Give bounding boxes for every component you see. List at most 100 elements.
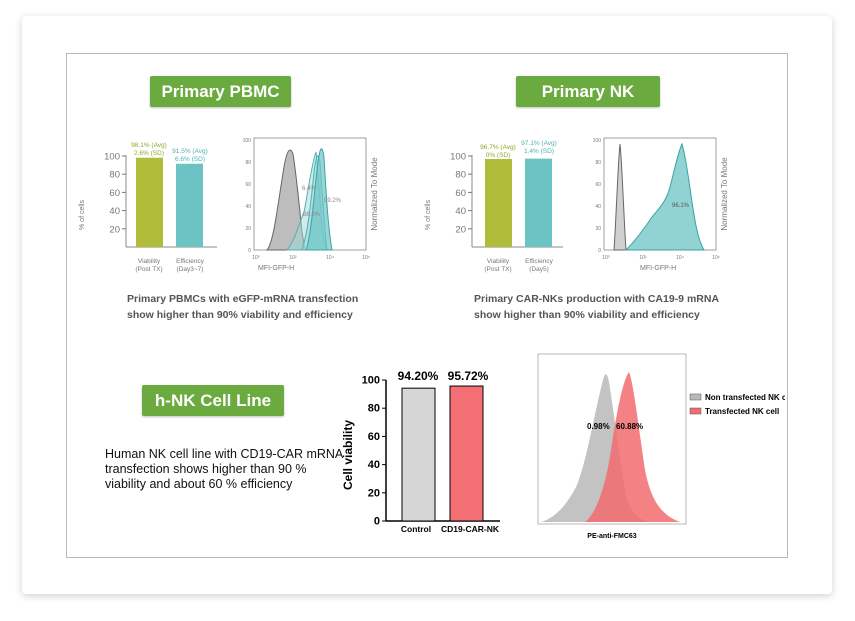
pbmc-cat-viability-1: Viability	[138, 258, 161, 265]
nk-hist-ytick: 20	[595, 226, 601, 232]
pbmc-ytick-label: 20	[109, 224, 120, 235]
pbmc-hist-xtick: 10²	[289, 255, 297, 261]
hnk-hist-annot-1: 0.98%	[587, 422, 610, 431]
nk-hist-ytick: 80	[595, 160, 601, 166]
legend-swatch-non-transfected	[689, 393, 702, 401]
nk-ytick-label: 80	[455, 170, 466, 181]
nk-cat-viability-1: Viability	[487, 258, 510, 265]
pbmc-cat-efficiency-1: Efficiency	[176, 258, 204, 265]
hnk-ytick-label: 80	[368, 403, 380, 415]
bar-nk-viability	[485, 159, 512, 247]
nk-label-viability-sd: 0% (SD)	[486, 152, 511, 159]
pbmc-ylabel: % of cells	[79, 200, 86, 230]
hnk-caption-line1: Human NK cell line with CD19-CAR mRNA	[105, 447, 344, 461]
pbmc-hist-xtick: 10⁴	[326, 255, 334, 261]
pbmc-ytick-label: 40	[109, 206, 120, 217]
nk-ytick-label: 100	[450, 152, 466, 163]
hnk-ylabel: Cell viability	[341, 420, 355, 490]
nk-hist-ytick: 0	[598, 248, 601, 254]
bar-pbmc-viability	[136, 157, 163, 247]
bar-pbmc-efficiency	[176, 163, 203, 247]
nk-ytick-label: 40	[455, 206, 466, 217]
pbmc-hist-xtick: 10⁶	[362, 255, 370, 261]
nk-caption: Primary CAR-NKs production with CA19-9 m…	[474, 291, 719, 323]
pbmc-hist-ytick: 100	[243, 138, 252, 144]
nk-hist-xtick: 10⁶	[712, 255, 720, 261]
pbmc-bar-chart: % of cells 20 40 60 80 100 98.1% (Avg) 2.6% …	[79, 142, 217, 273]
nk-hist-ytick: 60	[595, 182, 601, 188]
nk-cat-viability-2: (Post TX)	[484, 266, 511, 273]
nk-label-viability-avg: 96.7% (Avg)	[480, 144, 516, 151]
pill-primary-nk: Primary NK	[516, 76, 660, 107]
nk-cat-efficiency-2: (Day5)	[529, 266, 549, 273]
nk-hist-xtick: 10²	[639, 255, 647, 261]
nk-label-efficiency-avg: 97.1% (Avg)	[521, 140, 557, 147]
pbmc-hist-ytick: 40	[245, 204, 251, 210]
hnk-ytick-label: 0	[374, 516, 380, 528]
nk-ytick-label: 60	[455, 188, 466, 199]
hnk-ytick-label: 20	[368, 487, 380, 499]
nk-label-efficiency-sd: 1.4% (SD)	[524, 148, 554, 155]
nk-hist-annot: 96.1%	[672, 203, 690, 209]
hnk-cat-car: CD19-CAR-NK	[441, 524, 500, 534]
hnk-label-control: 94.20%	[398, 369, 439, 383]
hnk-label-car: 95.72%	[448, 369, 489, 383]
legend-transfected: Transfected NK cell	[705, 407, 779, 416]
hnk-ytick-label: 60	[368, 431, 380, 443]
hnk-caption-line2: transfection shows higher than 90 %	[105, 462, 307, 476]
hnk-hist-transfected	[585, 372, 680, 522]
pbmc-cat-viability-2: (Post TX)	[135, 266, 162, 273]
bar-cd19-car-nk	[449, 385, 484, 522]
bar-nk-efficiency	[525, 158, 552, 247]
pbmc-hist-yticks: 100 80 60 40 20 0	[243, 138, 252, 254]
hnk-cat-control: Control	[401, 524, 431, 534]
pbmc-hist-xtick: 10⁰	[252, 255, 260, 261]
nk-bar-chart: % of cells 20 40 60 80 100 96.7% (Avg) 0% (S…	[425, 140, 563, 273]
nk-hist-xtick: 10⁴	[676, 255, 684, 261]
hnk-ytick-label: 40	[368, 459, 380, 471]
hnk-hist-box	[537, 353, 687, 525]
pbmc-caption-line2: show higher than 90% viability and effic…	[127, 309, 353, 321]
nk-hist-untransfected	[613, 143, 627, 251]
hnk-hist-annot-2: 60.88%	[616, 422, 643, 431]
pbmc-label-efficiency-avg: 91.5% (Avg)	[172, 148, 208, 155]
nk-ylabel: % of cells	[425, 200, 432, 230]
pbmc-hist-ylabel: Normalized To Mode	[370, 157, 379, 231]
nk-ytick-label: 20	[455, 224, 466, 235]
pill-primary-pbmc: Primary PBMC	[150, 76, 291, 107]
pbmc-hist-annot-3: 99.2%	[324, 198, 342, 204]
pbmc-hist-ytick: 80	[245, 160, 251, 166]
pbmc-hist-ytick: 0	[248, 248, 251, 254]
pbmc-hist-annot-1: 6.4%	[302, 186, 316, 192]
pbmc-hist-annot-2: 88.0%	[303, 212, 321, 218]
nk-hist-ytick: 100	[593, 138, 602, 144]
hnk-ytick-label: 100	[362, 375, 380, 387]
nk-hist-ytick: 40	[595, 204, 601, 210]
pbmc-ytick-label: 60	[109, 188, 120, 199]
pbmc-label-viability-avg: 98.1% (Avg)	[131, 142, 167, 149]
legend-swatch-transfected	[689, 407, 702, 415]
pbmc-hist-xlabel: MFI-GFP-H	[258, 265, 295, 272]
hnk-histogram: 0.98% 60.88% Non transfected NK cell Tra…	[537, 353, 785, 540]
pbmc-hist-curve3	[305, 148, 333, 251]
pbmc-ytick-label: 80	[109, 170, 120, 181]
hnk-bar-chart: Cell viability 0 20 40 60 80 100 94.20% 95.72…	[341, 369, 500, 534]
pbmc-cat-efficiency-2: (Day3~7)	[177, 266, 204, 273]
pbmc-label-efficiency-sd: 6.6% (SD)	[175, 156, 205, 163]
bar-control	[401, 387, 436, 522]
nk-caption-line2: show higher than 90% viability and effic…	[474, 309, 700, 321]
nk-hist-xtick: 10⁰	[602, 255, 610, 261]
pbmc-histogram: 100 80 60 40 20 0 6.4% 88.0% 99.2% 10⁰ 1…	[243, 137, 379, 261]
pbmc-label-viability-sd: 2.6% (SD)	[134, 150, 164, 157]
hnk-caption: Human NK cell line with CD19-CAR mRNA tr…	[105, 447, 343, 492]
pbmc-caption: Primary PBMCs with eGFP-mRNA transfectio…	[127, 291, 358, 323]
nk-hist-xlabel: MFI-GFP-H	[640, 265, 677, 272]
nk-cat-efficiency-1: Efficiency	[525, 258, 553, 265]
pbmc-ytick-label: 100	[104, 152, 120, 163]
pill-hnk-cell-line: h-NK Cell Line	[142, 385, 284, 416]
legend-non-transfected: Non transfected NK cell	[705, 393, 785, 402]
pbmc-hist-untransfected	[265, 149, 306, 251]
hnk-caption-line3: viability and about 60 % efficiency	[105, 477, 293, 491]
nk-histogram: 100 80 60 40 20 0 96.1% 10⁰ 10² 10⁴ 10⁶ …	[593, 137, 729, 261]
nk-caption-line1: Primary CAR-NKs production with CA19-9 m…	[474, 293, 720, 305]
